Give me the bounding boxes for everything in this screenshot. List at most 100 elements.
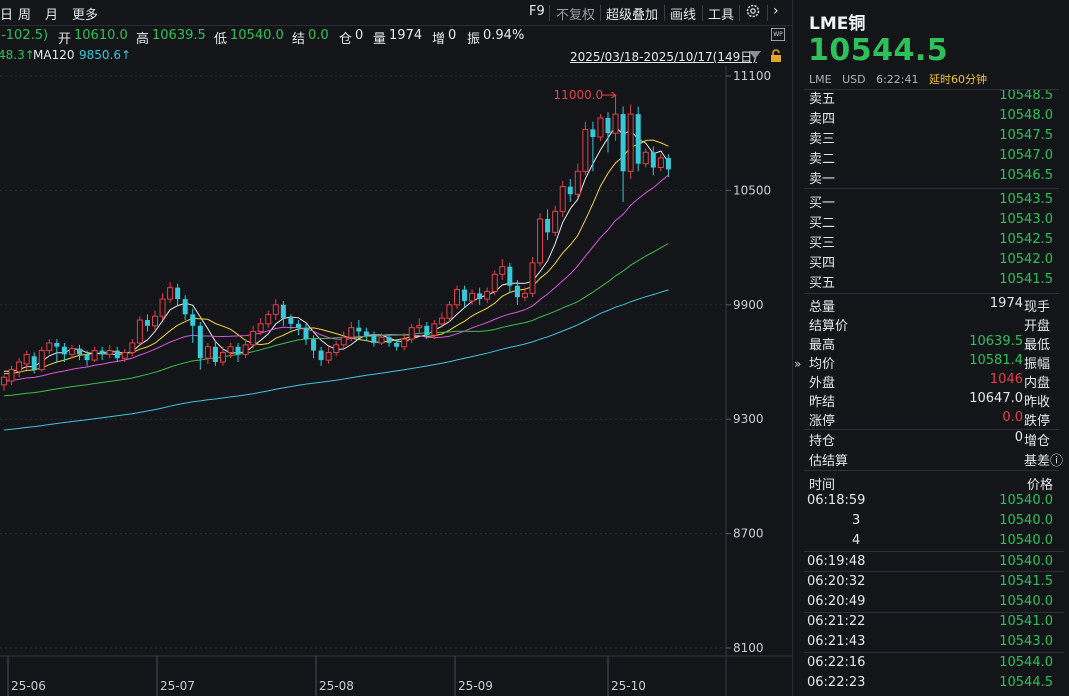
- candle-body: [484, 290, 491, 300]
- period-more-button[interactable]: 更多: [72, 8, 99, 23]
- stat-label: 持仓: [809, 434, 836, 449]
- candle-body: [567, 186, 573, 195]
- chevron-right-icon[interactable]: ›: [773, 3, 779, 19]
- candle: [446, 300, 453, 322]
- stat-label: 总量: [809, 300, 836, 315]
- price-tick-label: 9300: [733, 412, 764, 426]
- toolbar-divider: [702, 5, 703, 21]
- candle: [235, 342, 241, 362]
- no-adjust-button[interactable]: 不复权: [556, 8, 596, 23]
- tick-row[interactable]: 06:22:16 10544.0: [807, 655, 1053, 675]
- candle: [144, 314, 150, 332]
- range-dropdown-icon[interactable]: [749, 51, 761, 59]
- ma-lines: [3, 125, 669, 431]
- bid-row[interactable]: 买三 10542.5: [809, 232, 1069, 252]
- ask-row[interactable]: 卖二 10547.0: [809, 148, 1069, 168]
- candle: [597, 114, 604, 141]
- tick-row[interactable]: 06:22:23 10544.5: [807, 675, 1053, 695]
- overlay-button[interactable]: 超级叠加: [606, 8, 659, 23]
- f9-button[interactable]: F9: [529, 4, 545, 19]
- period-month-button[interactable]: 月: [45, 8, 59, 23]
- candle-body: [23, 353, 30, 365]
- amp-value: 0.94%: [483, 28, 525, 43]
- candle: [68, 344, 75, 359]
- stat-value: 10639.5: [969, 334, 1023, 349]
- tick-row[interactable]: 06:20:32 10541.5: [807, 574, 1053, 594]
- tick-price: 10540.0: [999, 513, 1053, 528]
- high-label: 高: [136, 32, 150, 47]
- candle: [529, 257, 536, 298]
- candle-body: [386, 337, 392, 343]
- tools-button[interactable]: 工具: [708, 8, 735, 23]
- candle-body: [129, 342, 136, 353]
- collapse-panel-icon[interactable]: »: [794, 357, 802, 371]
- candle: [288, 314, 294, 330]
- tick-group-divider: [804, 652, 1064, 653]
- candle: [521, 287, 528, 301]
- gear-icon[interactable]: [745, 3, 761, 19]
- book-level-label: 买四: [809, 256, 836, 271]
- max-marker-arrow: [611, 91, 617, 99]
- period-week-button[interactable]: 周: [18, 8, 32, 23]
- date-range-link[interactable]: 2025/03/18-2025/10/17(149日): [570, 50, 757, 64]
- tick-time: 06:20:32: [807, 574, 866, 589]
- tick-row[interactable]: 06:21:43 10543.0: [807, 634, 1053, 654]
- candle-body: [469, 292, 476, 302]
- toolbar-divider: [664, 5, 665, 21]
- tick-row[interactable]: 4 10540.0: [809, 533, 1053, 553]
- bid-row[interactable]: 买二 10543.0: [809, 212, 1069, 232]
- book-level-label: 买二: [809, 216, 836, 231]
- oi-value: 0: [355, 28, 364, 43]
- draw-line-button[interactable]: 画线: [670, 8, 697, 23]
- book-level-label: 卖五: [809, 92, 836, 107]
- ask-row[interactable]: 卖五 10548.5: [809, 88, 1069, 108]
- candle-body: [175, 287, 181, 300]
- ma60-value: 48.3↑: [0, 48, 35, 62]
- tick-group-divider: [804, 571, 1064, 572]
- ask-row[interactable]: 卖四 10548.0: [809, 108, 1069, 128]
- divider: [804, 89, 1059, 90]
- candle-body: [590, 129, 596, 138]
- tick-row[interactable]: 06:20:49 10540.0: [807, 594, 1053, 614]
- candle: [499, 259, 506, 281]
- ask-row[interactable]: 卖三 10547.5: [809, 128, 1069, 148]
- candle: [545, 209, 551, 240]
- candle-body: [288, 318, 294, 324]
- candle-body: [84, 354, 90, 361]
- book-level-price: 10546.5: [999, 168, 1053, 183]
- period-day-button[interactable]: 日: [0, 8, 14, 23]
- tick-row[interactable]: 06:18:59 10540.0: [807, 493, 1053, 513]
- stat-label-secondary: 振幅: [1024, 357, 1051, 372]
- stat-value: 0.0: [1002, 410, 1023, 425]
- tick-row[interactable]: 06:19:48 10540.0: [807, 554, 1053, 574]
- tick-row[interactable]: 3 10540.0: [809, 513, 1053, 533]
- candle: [106, 344, 113, 359]
- ticks-header-price: 价格: [1026, 478, 1053, 493]
- candle-body: [340, 336, 347, 346]
- ma-line: [3, 174, 669, 382]
- bid-row[interactable]: 买四 10542.0: [809, 252, 1069, 272]
- candle: [311, 335, 317, 359]
- candle-body: [325, 351, 332, 361]
- stat-label: 结算价: [809, 319, 849, 334]
- candle: [394, 339, 400, 351]
- candle-body: [537, 218, 544, 264]
- bid-row[interactable]: 买五 10541.5: [809, 272, 1069, 292]
- book-level-label: 买一: [809, 196, 836, 211]
- lock-icon[interactable]: [769, 49, 783, 63]
- candle-body: [152, 315, 158, 327]
- candle: [257, 318, 264, 336]
- tick-row[interactable]: 06:21:22 10541.0: [807, 614, 1053, 634]
- candle-body: [235, 346, 241, 355]
- wp-badge-icon[interactable]: WP: [771, 28, 785, 41]
- vol-label: 量: [373, 32, 387, 47]
- date-tick-label: 25-07: [160, 679, 195, 693]
- candle-body: [431, 323, 438, 336]
- candle: [340, 331, 347, 349]
- ask-row[interactable]: 卖一 10546.5: [809, 168, 1069, 188]
- bid-row[interactable]: 买一 10543.5: [809, 192, 1069, 212]
- candle-body: [167, 287, 174, 300]
- candle-body: [295, 323, 301, 328]
- candle: [167, 281, 174, 303]
